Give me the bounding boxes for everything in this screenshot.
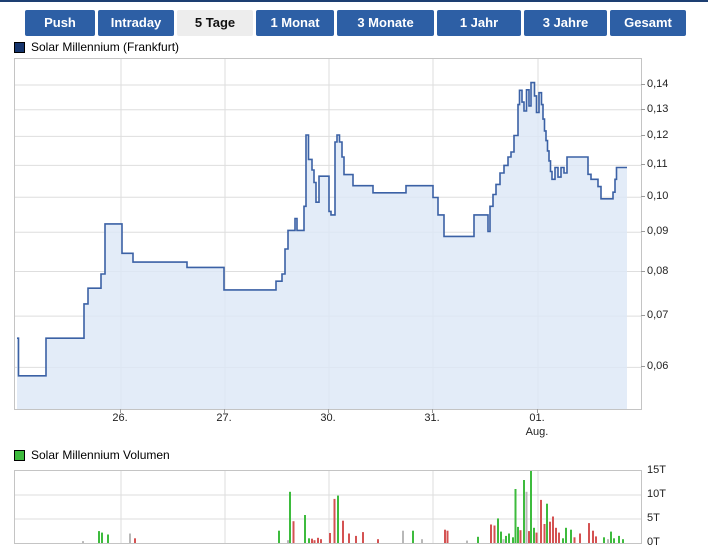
tab-1-jahr[interactable]: 1 Jahr (437, 10, 521, 36)
price-y-tick-label: 0,08 (647, 264, 669, 277)
price-y-tick-label: 0,12 (647, 129, 669, 142)
volume-plot (14, 470, 642, 544)
volume-y-tick-label: 10T (647, 488, 666, 500)
price-x-month-label: Aug. (525, 426, 549, 438)
volume-y-tick-label: 15T (647, 464, 666, 476)
volume-chart-canvas (15, 471, 641, 543)
price-y-tick (641, 366, 645, 368)
price-y-tick-label: 0,09 (647, 225, 669, 238)
price-x-tick (537, 409, 538, 413)
price-legend-label: Solar Millennium (Frankfurt) (31, 40, 180, 54)
volume-legend: Solar Millennium Volumen (14, 448, 170, 462)
price-y-tick (641, 270, 645, 272)
volume-legend-swatch (14, 449, 25, 461)
price-x-tick-label: 26. (112, 412, 128, 424)
price-y-tick (641, 108, 645, 110)
price-y-tick (641, 315, 645, 317)
volume-legend-label: Solar Millennium Volumen (31, 448, 170, 462)
price-y-tick (641, 164, 645, 166)
tab-3-monate[interactable]: 3 Monate (337, 10, 434, 36)
price-y-tick (641, 84, 645, 85)
tab-push[interactable]: Push (25, 10, 95, 36)
tab-intraday[interactable]: Intraday (98, 10, 174, 36)
price-y-tick (641, 231, 645, 233)
tab-gesamt[interactable]: Gesamt (610, 10, 686, 36)
volume-y-tick-label: 5T (647, 512, 660, 524)
tab-5-tage[interactable]: 5 Tage (177, 10, 253, 36)
price-plot (14, 58, 642, 410)
price-x-tick-label: 27. (216, 412, 232, 424)
price-y-tick-label: 0,13 (647, 102, 669, 115)
price-legend-swatch (14, 41, 25, 53)
price-y-tick-label: 0,11 (647, 158, 668, 171)
price-x-tick (328, 409, 329, 413)
price-x-tick (120, 409, 121, 413)
price-x-tick-label: 01. (529, 412, 545, 424)
tab-3-jahre[interactable]: 3 Jahre (524, 10, 607, 36)
price-legend: Solar Millennium (Frankfurt) (14, 40, 180, 54)
price-x-tick (432, 409, 433, 413)
tab-1-monat[interactable]: 1 Monat (256, 10, 334, 36)
volume-y-tick-label: 0T (647, 536, 660, 548)
price-x-tick-label: 30. (320, 412, 336, 424)
price-y-tick-label: 0,14 (647, 78, 669, 90)
top-border (0, 0, 708, 2)
price-x-tick-label: 31. (424, 412, 440, 424)
price-y-tick-label: 0,06 (647, 360, 669, 373)
price-chart-canvas (15, 59, 641, 409)
price-y-tick (641, 135, 645, 137)
price-y-tick-label: 0,07 (647, 309, 669, 322)
price-y-tick-label: 0,10 (647, 190, 669, 203)
period-tabbar: Push Intraday 5 Tage 1 Monat 3 Monate 1 Jahr 3… (25, 10, 686, 36)
price-x-tick (224, 409, 225, 413)
price-y-tick (641, 196, 645, 198)
